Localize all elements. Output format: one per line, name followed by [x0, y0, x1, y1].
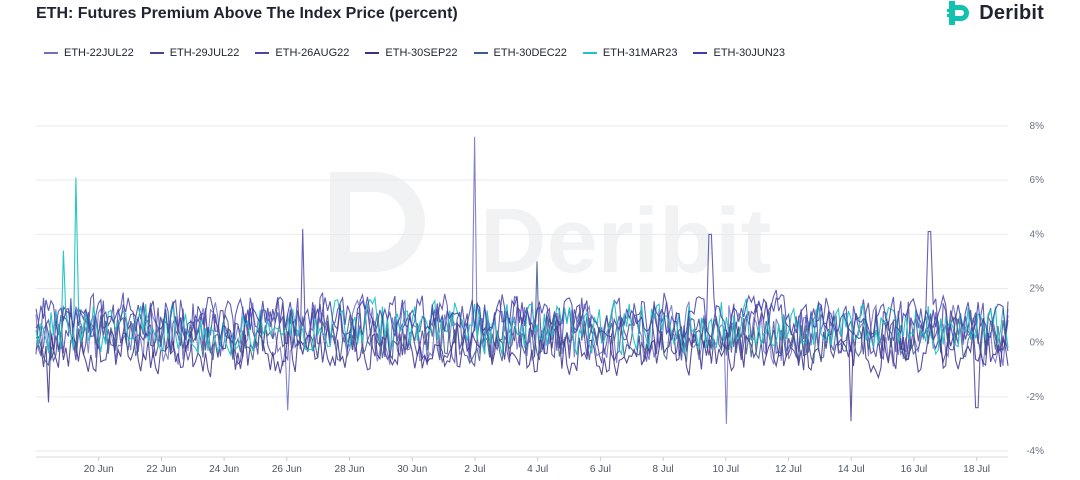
- x-tick-label: 28 Jun: [335, 464, 365, 475]
- legend-item[interactable]: ETH-30JUN23: [693, 47, 785, 59]
- chart-legend: ETH-22JUL22 ETH-29JUL22 ETH-26AUG22 ETH-30S…: [44, 47, 785, 59]
- legend-item[interactable]: ETH-30DEC22: [473, 47, 567, 59]
- x-tick-label: 12 Jul: [775, 464, 802, 475]
- watermark-icon: [330, 172, 425, 272]
- legend-label: ETH-26AUG22: [275, 47, 350, 59]
- legend-label: ETH-31MAR23: [602, 47, 678, 59]
- series-line-eth-26aug22: [35, 228, 1009, 366]
- legend-label: ETH-30DEC22: [493, 47, 567, 59]
- legend-swatch: [582, 52, 597, 54]
- legend-item[interactable]: ETH-29JUL22: [149, 47, 240, 59]
- x-tick-label: 2 Jul: [464, 464, 485, 475]
- y-axis: -4% -2% 0% 2% 4% 6% 8%: [1026, 121, 1044, 457]
- brand-name: Deribit: [979, 1, 1044, 24]
- legend-label: ETH-29JUL22: [169, 47, 240, 59]
- x-tick-label: 10 Jul: [712, 464, 739, 475]
- legend-item[interactable]: ETH-31MAR23: [582, 47, 678, 59]
- watermark: Deribit: [330, 172, 771, 292]
- series-lines: [35, 136, 1009, 424]
- series-line-eth-30dec22: [35, 261, 1009, 367]
- x-tick-label: 24 Jun: [209, 464, 239, 475]
- legend-label: ETH-30JUN23: [713, 47, 786, 59]
- x-tick-label: 20 Jun: [84, 464, 114, 475]
- x-tick-label: 18 Jul: [963, 464, 990, 475]
- x-tick-label: 6 Jul: [590, 464, 611, 475]
- deribit-logo: Deribit: [947, 0, 1044, 26]
- x-tick-label: 8 Jul: [653, 464, 674, 475]
- legend-swatch: [473, 52, 488, 54]
- y-tick-label: 6%: [1030, 175, 1045, 186]
- x-tick-label: 26 Jun: [272, 464, 302, 475]
- deribit-logo-icon: [947, 1, 970, 25]
- page-title: ETH: Futures Premium Above The Index Pri…: [36, 5, 458, 22]
- y-tick-label: -4%: [1026, 446, 1044, 457]
- legend-item[interactable]: ETH-22JUL22: [44, 47, 134, 59]
- y-tick-label: -2%: [1026, 392, 1044, 403]
- x-tick-label: 22 Jun: [146, 464, 176, 475]
- x-tick-label: 4 Jul: [527, 464, 548, 475]
- x-tick-label: 16 Jul: [901, 464, 928, 475]
- legend-label: ETH-22JUL22: [64, 47, 134, 59]
- series-line-eth-31mar23: [35, 177, 1009, 357]
- y-tick-label: 8%: [1030, 121, 1045, 132]
- legend-item[interactable]: ETH-30SEP22: [365, 47, 458, 59]
- x-tick-label: 14 Jul: [838, 464, 865, 475]
- x-axis: 20 Jun 22 Jun 24 Jun 26 Jun 28 Jun 30 Jun 2 Ju…: [84, 457, 990, 475]
- x-tick-label: 30 Jun: [397, 464, 427, 475]
- legend-label: ETH-30SEP22: [385, 47, 458, 59]
- grid-lines: [36, 125, 1008, 458]
- legend-swatch: [365, 52, 380, 54]
- y-tick-label: 2%: [1030, 284, 1045, 295]
- y-tick-label: 0%: [1030, 338, 1045, 349]
- legend-swatch: [693, 52, 708, 54]
- legend-swatch: [255, 52, 270, 54]
- y-tick-label: 4%: [1030, 229, 1045, 240]
- legend-swatch: [44, 52, 58, 54]
- watermark-text: Deribit: [480, 190, 771, 292]
- legend-item[interactable]: ETH-26AUG22: [255, 47, 349, 59]
- series-line-eth-30jun23: [35, 293, 1009, 344]
- legend-swatch: [149, 52, 164, 54]
